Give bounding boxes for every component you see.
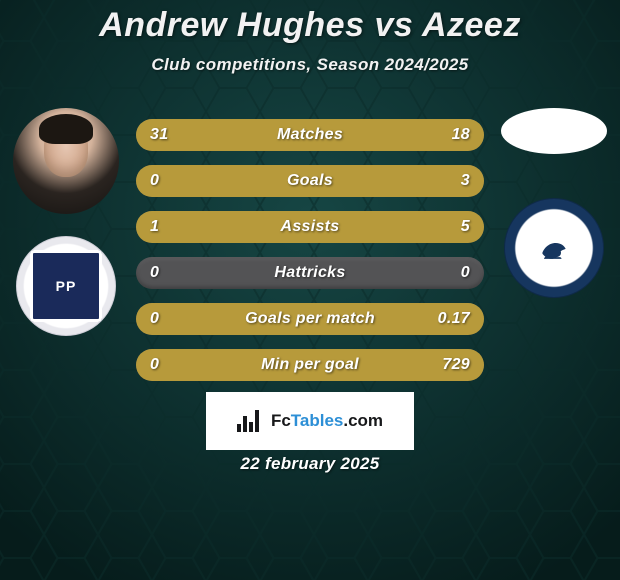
stat-value-right: 729 — [442, 356, 470, 374]
brand-fc: Fc — [271, 411, 291, 431]
comparison-body: PP 31Matches180Goals31A — [0, 108, 620, 398]
stat-bars: 31Matches180Goals31Assists50Hattricks00G… — [136, 119, 484, 395]
stat-value-left: 1 — [150, 218, 159, 236]
player-b-avatar — [501, 108, 607, 154]
stat-bar: 0 Hattricks 0 — [136, 257, 484, 289]
brand-tables: Tables — [291, 411, 344, 431]
stat-value-left: 31 — [150, 126, 168, 144]
stat-label: Min per goal — [261, 356, 359, 374]
stat-bar-fill-right — [195, 211, 484, 243]
subtitle: Club competitions, Season 2024/2025 — [0, 55, 620, 75]
stat-value-left: 0 — [150, 356, 159, 374]
stat-bar: 1 Assists 5 — [136, 211, 484, 243]
millwall-badge-inner — [526, 220, 582, 276]
player-b-name: Azeez — [422, 6, 521, 44]
player-a-name: Andrew Hughes — [99, 6, 364, 44]
stat-value-right: 18 — [452, 126, 470, 144]
player-b-club-badge — [504, 198, 604, 298]
stat-value-left: 0 — [150, 172, 159, 190]
fctables-logo-text: FcTables.com — [271, 411, 383, 431]
comparison-card: Andrew Hughes vs Azeez Club competitions… — [0, 0, 620, 580]
stat-bar: 0 Goals per match 0.17 — [136, 303, 484, 335]
page-title: Andrew Hughes vs Azeez — [0, 0, 620, 45]
stat-bar: 31 Matches 18 — [136, 119, 484, 151]
stat-label: Assists — [280, 218, 339, 236]
brand-suffix: .com — [343, 411, 383, 431]
left-column: PP — [4, 108, 128, 336]
stat-value-left: 0 — [150, 310, 159, 328]
lion-icon — [534, 228, 574, 268]
vs-separator: vs — [374, 6, 413, 44]
preston-badge-inner: PP — [30, 250, 102, 322]
right-column — [492, 108, 616, 298]
player-a-avatar-image — [13, 108, 119, 214]
stat-bar-fill-left — [136, 211, 195, 243]
stat-value-right: 3 — [461, 172, 470, 190]
stat-label: Hattricks — [274, 264, 345, 282]
player-a-club-badge: PP — [16, 236, 116, 336]
stat-bar: 0 Goals 3 — [136, 165, 484, 197]
stat-label: Goals per match — [245, 310, 375, 328]
fctables-logo-icon — [237, 410, 263, 432]
date-line: 22 february 2025 — [0, 454, 620, 474]
stat-value-right: 0 — [461, 264, 470, 282]
stat-value-left: 0 — [150, 264, 159, 282]
stat-label: Goals — [287, 172, 333, 190]
brand-footer: FcTables.com — [206, 392, 414, 450]
stat-label: Matches — [277, 126, 343, 144]
stat-value-right: 5 — [461, 218, 470, 236]
player-a-avatar — [13, 108, 119, 214]
stat-value-right: 0.17 — [438, 310, 470, 328]
stat-bar: 0 Min per goal 729 — [136, 349, 484, 381]
